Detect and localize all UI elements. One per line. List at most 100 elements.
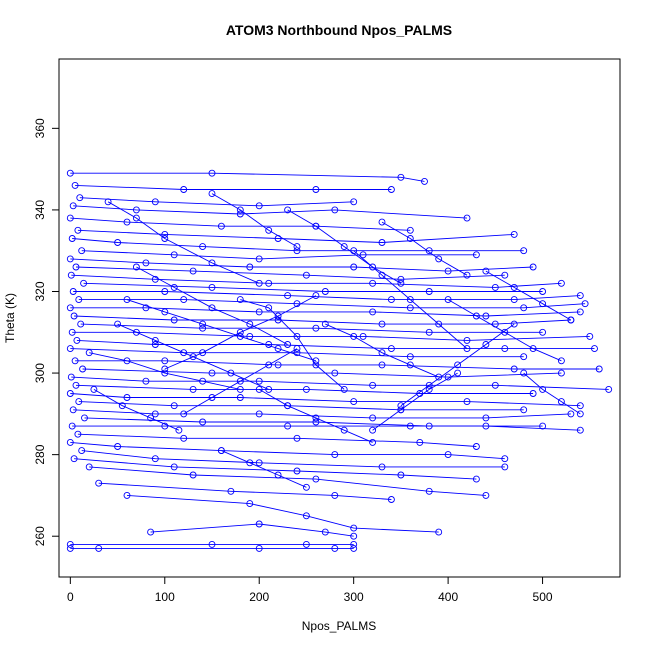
- data-point: [539, 328, 547, 336]
- data-point: [170, 463, 178, 471]
- series-49: [321, 320, 443, 381]
- data-point: [199, 349, 207, 357]
- series-line: [76, 339, 595, 350]
- data-point: [151, 341, 159, 348]
- data-point: [151, 336, 159, 344]
- data-point: [161, 230, 169, 238]
- data-point: [161, 288, 169, 295]
- data-point: [425, 328, 433, 336]
- data-point: [463, 345, 471, 353]
- data-point: [340, 385, 348, 393]
- data-point: [302, 512, 310, 520]
- data-point: [557, 398, 565, 406]
- data-point: [576, 292, 584, 300]
- data-point: [199, 243, 207, 251]
- data-point: [236, 385, 244, 393]
- data-point: [340, 243, 348, 251]
- data-point: [66, 544, 74, 552]
- data-point: [75, 296, 83, 304]
- data-point: [331, 451, 339, 459]
- series-16: [77, 320, 547, 336]
- data-point: [265, 304, 273, 312]
- data-point: [557, 369, 565, 377]
- data-point: [170, 251, 178, 259]
- data-point: [199, 320, 207, 328]
- data-point: [435, 255, 443, 263]
- series-line: [83, 282, 543, 292]
- series-line: [73, 291, 581, 301]
- series-1: [71, 181, 395, 193]
- data-point: [378, 218, 386, 226]
- series-52: [180, 345, 301, 418]
- data-point: [180, 349, 188, 357]
- data-point: [265, 279, 273, 287]
- data-point: [68, 328, 76, 336]
- data-point: [151, 455, 159, 463]
- series-line: [211, 193, 298, 247]
- series-line: [71, 376, 609, 390]
- data-point: [359, 332, 367, 340]
- data-point: [66, 390, 74, 397]
- data-point: [293, 345, 301, 353]
- data-point: [67, 271, 75, 279]
- series-line: [70, 393, 581, 407]
- data-point: [350, 524, 358, 532]
- data-point: [75, 398, 83, 406]
- data-point: [189, 471, 197, 479]
- data-point: [208, 304, 216, 312]
- data-point: [69, 288, 77, 295]
- series-line: [75, 384, 534, 394]
- data-point: [378, 349, 386, 357]
- series-30: [66, 438, 509, 463]
- series-line: [126, 299, 317, 362]
- series-6: [68, 235, 528, 255]
- data-point: [482, 341, 490, 348]
- data-point: [246, 263, 254, 271]
- data-point: [581, 300, 589, 308]
- data-point: [284, 402, 292, 410]
- series-45: [284, 206, 405, 287]
- series-line: [150, 523, 354, 537]
- data-point: [557, 357, 565, 365]
- data-point: [491, 381, 499, 389]
- data-point: [80, 279, 88, 287]
- data-point: [255, 202, 263, 210]
- data-point: [482, 312, 490, 320]
- y-tick-label: 280: [33, 444, 47, 464]
- data-point: [501, 271, 509, 279]
- data-point: [293, 243, 301, 251]
- data-point: [189, 267, 197, 275]
- series-line: [381, 221, 468, 276]
- data-point: [406, 226, 414, 234]
- data-point: [369, 308, 377, 316]
- data-point: [265, 385, 273, 393]
- data-point: [208, 283, 216, 291]
- series-58: [520, 369, 584, 418]
- data-point: [132, 214, 140, 222]
- data-point: [69, 406, 77, 414]
- data-point: [369, 426, 377, 434]
- data-point: [529, 345, 537, 353]
- data-point: [66, 304, 74, 312]
- data-point: [387, 496, 395, 503]
- data-point: [114, 239, 122, 246]
- series-line: [287, 209, 402, 284]
- data-point: [142, 377, 150, 385]
- data-point: [312, 418, 320, 426]
- data-point: [406, 235, 414, 242]
- data-point: [255, 308, 263, 316]
- series-line: [325, 323, 439, 378]
- series-line: [80, 323, 543, 333]
- series-46: [132, 263, 292, 348]
- series-11: [80, 279, 547, 295]
- series-line: [70, 307, 581, 317]
- data-point: [539, 385, 547, 393]
- data-point: [312, 357, 320, 365]
- data-point: [312, 361, 320, 369]
- series-line: [183, 348, 298, 415]
- data-point: [591, 345, 598, 353]
- series-55: [378, 218, 471, 279]
- series-line: [447, 299, 562, 362]
- data-point: [406, 353, 414, 361]
- series-layer: [66, 169, 613, 552]
